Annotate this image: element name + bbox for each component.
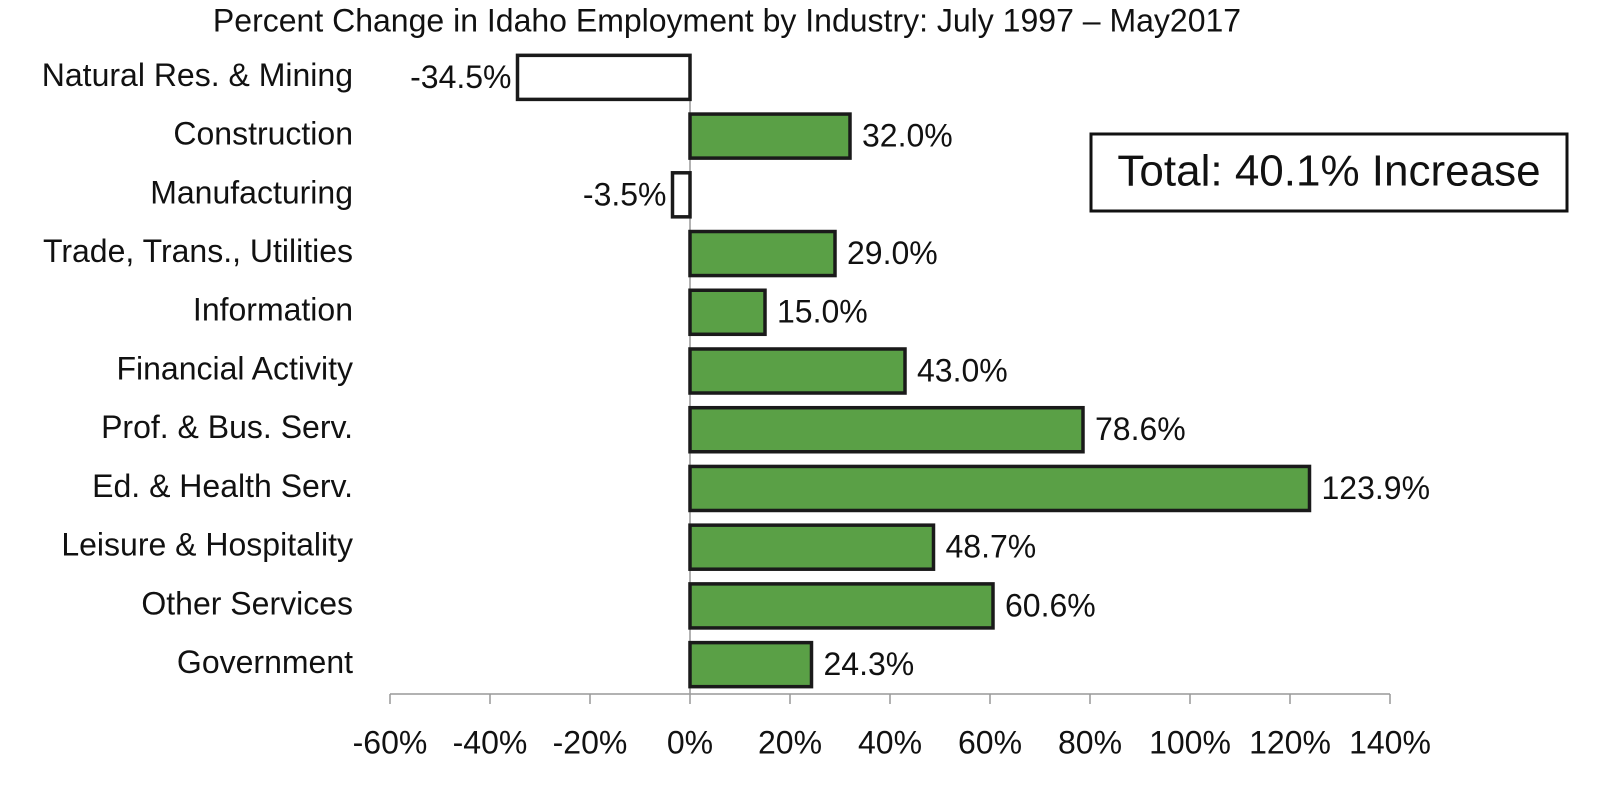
x-tick-label: 80% — [1058, 724, 1122, 760]
bar — [688, 112, 852, 160]
bar — [688, 464, 1312, 513]
value-label: 78.6% — [1095, 411, 1186, 447]
bar — [670, 171, 692, 219]
y-tick-label: Leisure & Hospitality — [61, 527, 353, 563]
x-tick-label: -40% — [453, 724, 528, 760]
value-label: 32.0% — [862, 118, 953, 154]
y-tick-label: Government — [177, 644, 353, 680]
value-label: 60.6% — [1005, 587, 1096, 623]
value-label: 123.9% — [1322, 470, 1431, 506]
x-tick-label: 60% — [958, 724, 1022, 760]
x-tick-label: 20% — [758, 724, 822, 760]
x-tick-label: 120% — [1249, 724, 1331, 760]
x-tick-label: 0% — [667, 724, 713, 760]
value-label: 43.0% — [917, 352, 1008, 388]
y-tick-label: Other Services — [141, 585, 353, 621]
bar — [688, 582, 995, 630]
x-tick-label: -60% — [353, 724, 428, 760]
bar — [688, 405, 1085, 454]
annotation-box — [1089, 132, 1569, 213]
chart-title: Percent Change in Idaho Employment by In… — [213, 2, 1241, 38]
value-label: -3.5% — [583, 176, 667, 212]
value-label: 29.0% — [847, 235, 938, 271]
value-label: 15.0% — [777, 294, 868, 330]
bar — [688, 229, 837, 278]
value-label: 48.7% — [946, 529, 1037, 565]
x-tick-label: 40% — [858, 724, 922, 760]
annotation: Total: 40.1% Increase — [1117, 147, 1540, 196]
bar — [515, 53, 692, 102]
y-tick-label: Information — [193, 292, 353, 328]
value-label: -34.5% — [410, 59, 511, 95]
bar — [688, 347, 907, 395]
y-tick-label: Natural Res. & Mining — [42, 57, 353, 93]
y-tick-label: Ed. & Health Serv. — [92, 468, 353, 504]
x-tick-label: 100% — [1149, 724, 1231, 760]
bar — [688, 640, 814, 689]
bar — [688, 288, 767, 337]
x-tick-label: 140% — [1349, 724, 1431, 760]
y-tick-label: Prof. & Bus. Serv. — [101, 409, 353, 445]
y-tick-label: Financial Activity — [116, 350, 353, 386]
x-tick-label: -20% — [553, 724, 628, 760]
bar — [688, 523, 936, 571]
y-tick-label: Construction — [173, 116, 353, 152]
y-tick-label: Manufacturing — [150, 174, 353, 210]
y-tick-label: Trade, Trans., Utilities — [43, 233, 353, 269]
value-label: 24.3% — [824, 646, 915, 682]
